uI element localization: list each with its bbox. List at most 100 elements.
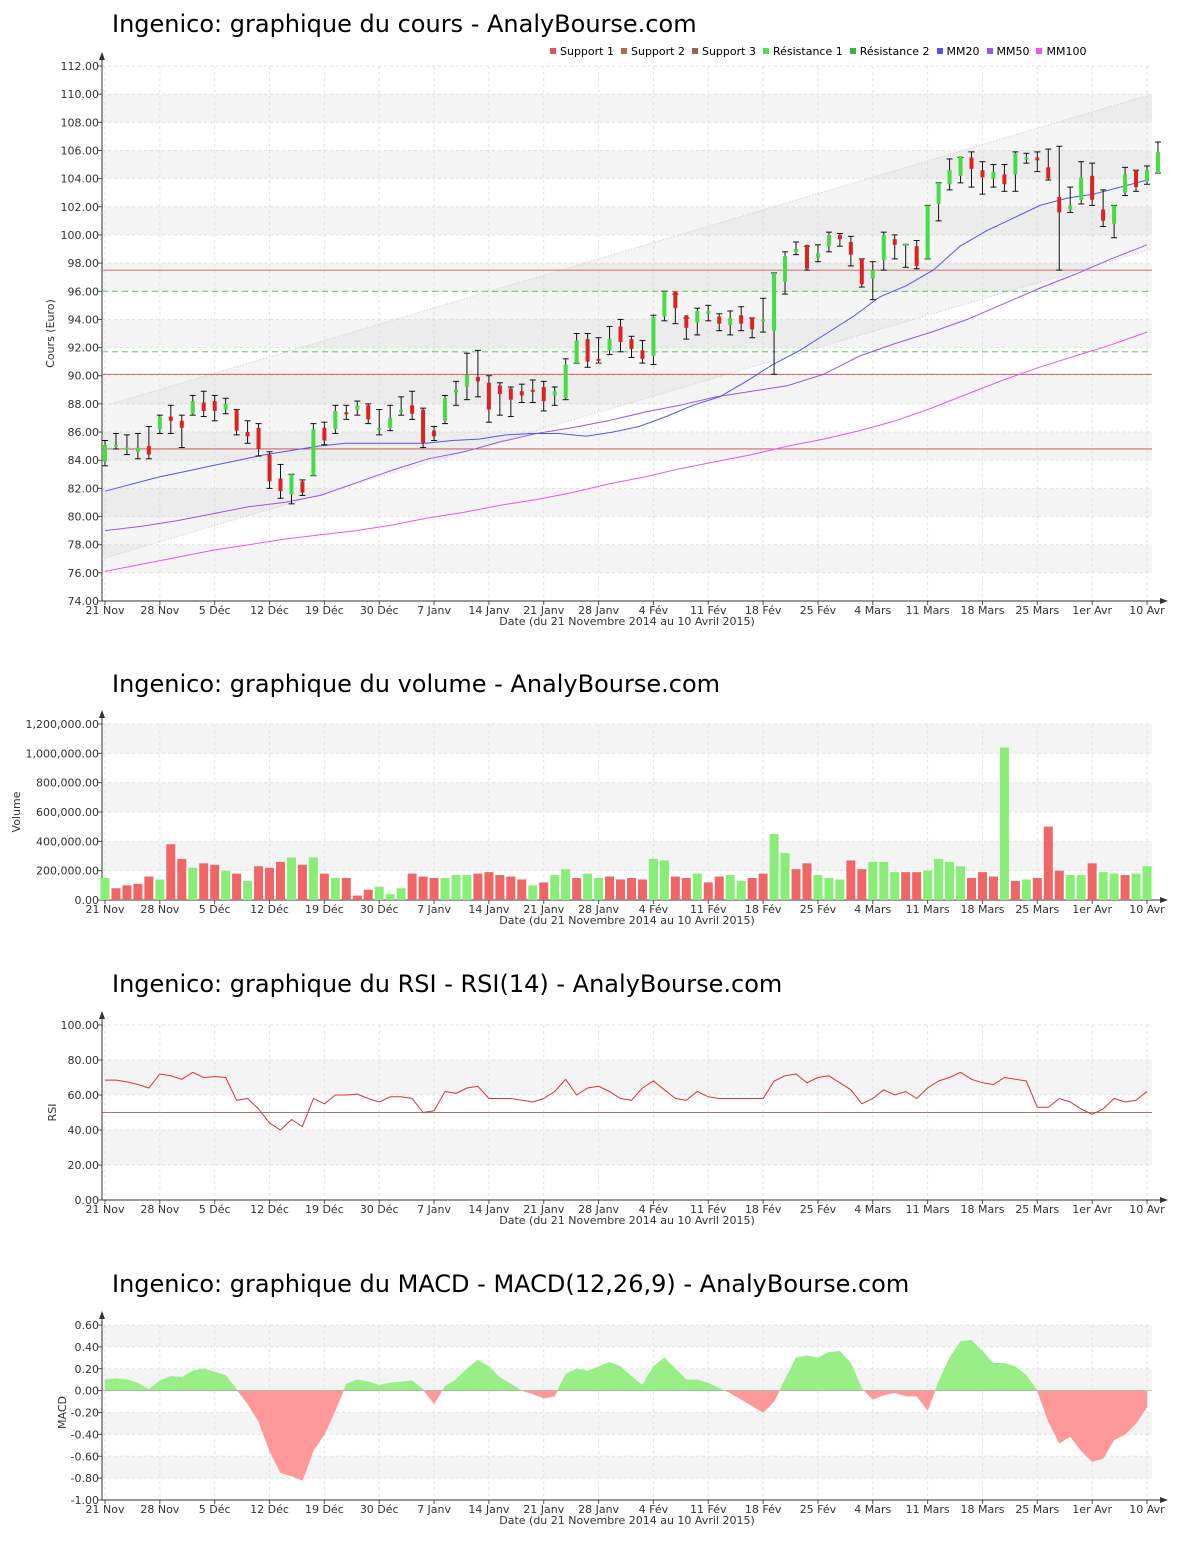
legend-swatch [986,48,993,54]
candle [606,325,613,356]
x-tick-label: 1er Avr [1072,604,1112,617]
grid-band [102,1060,1152,1095]
x-tick-label: 4 Mars [854,604,891,617]
macd-area-segment [203,1368,215,1391]
x-tick-label: 18 Fév [745,1503,782,1516]
x-tick-label: 21 Nov [86,1203,125,1216]
candle-body [541,387,546,402]
candle-body [651,316,656,357]
candle [376,409,383,436]
candle [650,314,657,365]
y-tick-label: 108.00 [61,116,100,129]
candle [463,352,470,401]
volume-bar [659,860,669,900]
candle [1067,186,1074,213]
macd-area-segment [1102,1390,1115,1460]
volume-bar [528,885,538,900]
volume-bar [539,882,549,900]
grid-band [102,432,1152,461]
y-tick-label: 80.00 [68,1054,100,1067]
candle-body [464,374,469,387]
candle-body [947,170,952,185]
legend-swatch [849,48,856,54]
candle [716,313,723,332]
x-axis-arrow [1160,897,1168,903]
macd-area-segment [335,1390,344,1411]
x-tick-label: 12 Déc [250,1503,289,1516]
volume-chart-title: Ingenico: graphique du volume - AnalyBou… [112,670,721,698]
candle [255,423,262,457]
y-axis-arrow [99,1011,105,1019]
candle [661,290,668,322]
macd-area-segment [104,1378,117,1391]
volume-bar [1142,866,1152,900]
candle [1045,148,1052,181]
candle [760,297,767,333]
x-tick-label: 7 Janv [417,604,451,617]
x-tick-label: 10 Avr [1129,903,1165,916]
candle-body [289,474,294,494]
volume-bar [637,879,647,900]
candle [913,240,920,270]
rsi-line [105,1071,1148,1131]
candle-body [936,182,941,204]
candle [145,425,152,460]
candle [573,333,580,364]
legend-swatch [550,48,556,54]
volume-bar [374,886,384,900]
macd-area-segment [280,1390,292,1477]
macd-area-segment [839,1350,852,1391]
candle-body [1068,205,1073,210]
volume-bar [1021,879,1031,900]
candle [529,379,536,403]
candle-body [574,340,579,364]
x-tick-label: 21 Janv [523,1503,564,1516]
volume-bar [1032,878,1042,900]
y-tick-label: 0.60 [75,1319,100,1332]
candle-body [958,156,963,176]
y-tick-label: 88.00 [68,398,100,411]
volume-bar [429,878,439,900]
volume-panel: Ingenico: graphique du volume - AnalyBou… [0,640,1200,940]
price-legend: Support 1 Support 2 Support 3 Résistance 1 R… [550,45,1093,58]
x-tick-label: 4 Fév [639,1203,669,1216]
y-tick-label: 0.00 [75,1194,100,1207]
x-tick-label: 25 Mars [1015,1203,1059,1216]
y-tick-label: 98.00 [68,257,100,270]
candle [814,244,821,263]
y-axis-title: Volume [10,791,23,832]
candle-body [804,244,809,269]
volume-bar [1010,880,1020,900]
volume-bar [473,873,483,900]
candle-body [881,234,886,261]
macd-area-segment [236,1390,248,1405]
macd-area-segment [927,1390,936,1411]
macd-area-segment [389,1381,402,1391]
volume-bar [594,878,604,900]
volume-bar [385,894,395,900]
candle-body [1035,157,1040,161]
y-axis-arrow [99,1311,105,1319]
candle-body [399,409,404,413]
volume-bar [199,863,209,900]
candle [200,390,207,418]
volume-bar [583,873,593,900]
volume-bar [341,878,351,900]
x-axis-title: Date (du 21 Novembre 2014 au 10 Avril 20… [499,615,755,628]
grid-band [102,1412,1152,1435]
volume-bar [813,875,823,900]
macd-panel: Ingenico: graphique du MACD - MACD(12,26… [0,1240,1200,1550]
macd-area-segment [400,1380,413,1391]
volume-bar [1065,875,1075,900]
volume-bar [769,834,779,900]
candle-body [157,416,162,430]
price-chart-title: Ingenico: graphique du cours - AnalyBour… [112,10,697,38]
y-tick-label: -0.60 [71,1450,99,1463]
candle [518,383,525,403]
candle-body [728,318,733,326]
volume-bar [835,879,845,900]
y-axis-title: RSI [46,1104,59,1122]
x-tick-label: 4 Fév [639,604,669,617]
legend-label: Support 1 [560,45,614,58]
candle-body [201,402,206,411]
